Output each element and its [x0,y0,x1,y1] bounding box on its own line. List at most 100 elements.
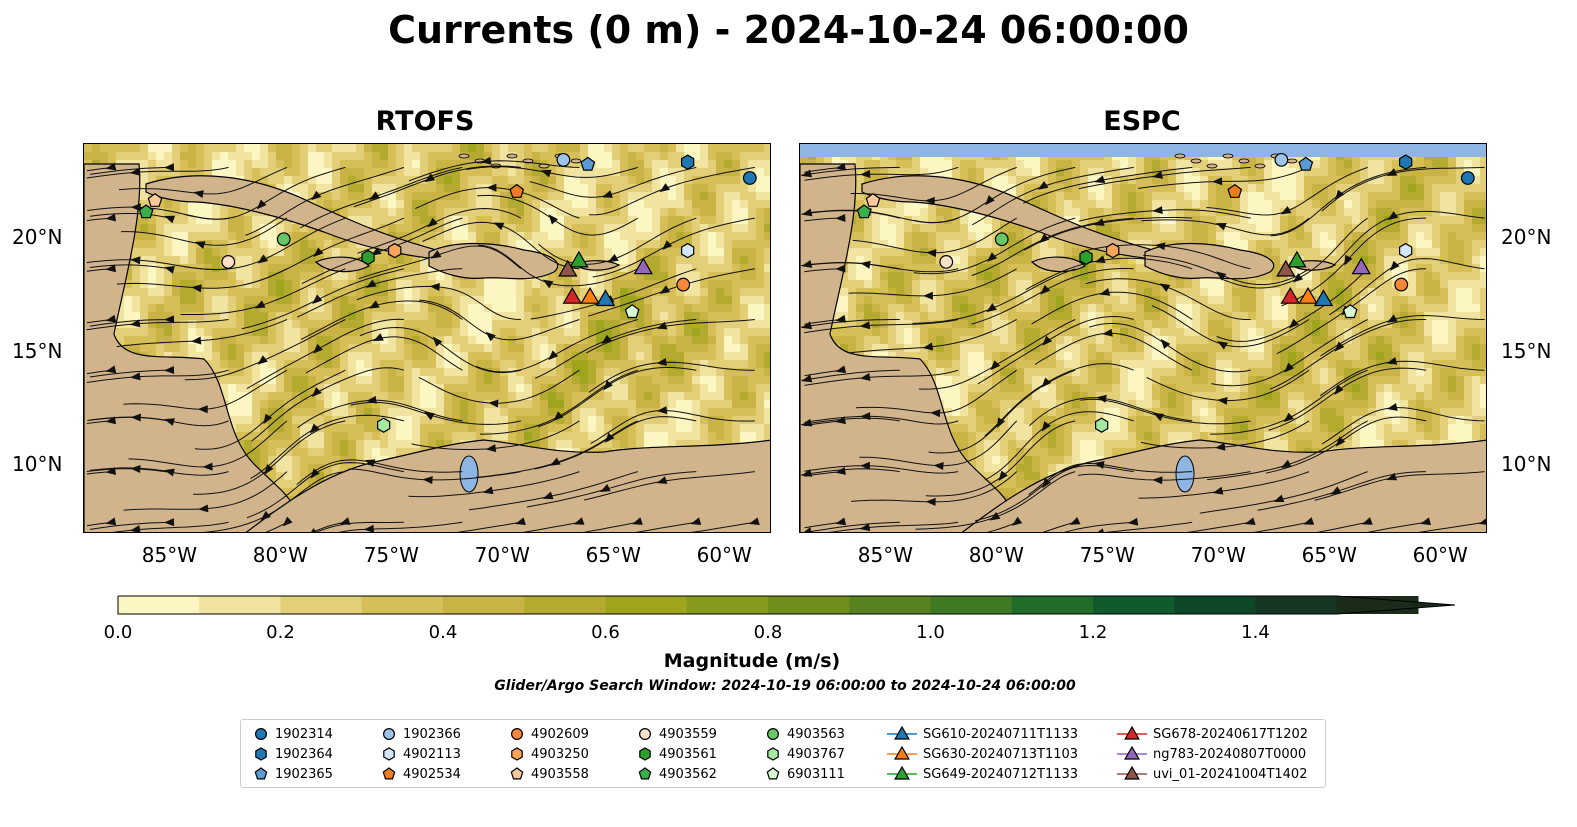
legend-label: uvi_01-20241004T1402 [1153,766,1308,782]
obs-marker-4903250 [1106,242,1120,259]
lon-tick-label: 60°W [1412,543,1468,567]
legend-item: 4903250 [509,745,589,763]
obs-marker-SG630-20240713T1103 [1298,286,1318,304]
legend-marker-pentagon-icon [638,767,652,780]
legend-marker-triangle-icon [894,765,910,780]
figure-title: Currents (0 m) - 2024-10-24 06:00:00 [388,8,1189,52]
legend-label: 1902366 [403,726,461,742]
legend-marker-hexagon-icon [639,747,651,761]
legend-marker-pentagon-icon [382,767,396,780]
obs-marker-4903250 [388,242,402,259]
obs-marker-SG610-20240711T1133 [1313,289,1334,307]
legend-item: 4903559 [637,725,717,743]
legend-marker-triangle-icon [1124,765,1140,780]
lon-tick-label: 70°W [474,543,530,567]
rtofs-current-map[interactable] [83,143,771,533]
legend-marker-hexagon-icon [255,747,267,761]
landmass [800,163,1486,532]
obs-marker-ng783-20240807T0000 [633,257,653,275]
legend-marker-pentagon-icon [510,767,524,780]
legend-item: uvi_01-20241004T1402 [1117,765,1307,783]
obs-marker-ng783-20240807T0000 [1351,257,1371,275]
legend-label: 4902609 [531,726,589,742]
legend-label: 4902113 [403,746,461,762]
obs-marker-4902609 [676,277,691,292]
legend-marker-circle-icon [382,727,396,741]
obs-marker-4903561 [1079,249,1093,266]
obs-marker-4903558 [147,192,163,207]
obs-marker-1902314 [742,171,757,185]
obs-marker-1902364 [1398,154,1413,170]
colorbar [117,595,1456,615]
legend-marker-circle-icon [510,727,524,741]
obs-marker-SG678-20240617T1202 [562,286,582,304]
legend-item: SG649-20240712T1133 [887,765,1078,783]
colorbar-tick-label: 0.2 [266,622,295,643]
obs-marker-1902365 [580,156,596,171]
legend-label: 4903559 [659,726,717,742]
colorbar-tick-label: 1.0 [916,622,945,643]
lat-tick-label: 15°N [1501,338,1552,363]
espc-current-map[interactable] [799,143,1487,533]
panel-title-espc: ESPC [1103,106,1181,137]
colorbar-tick-label: 1.4 [1241,622,1270,643]
legend-item: 4903767 [765,745,845,763]
legend-label: 4902534 [403,766,461,782]
lat-tick-label: 20°N [12,225,63,250]
panel-title-rtofs: RTOFS [375,106,475,137]
lon-tick-label: 80°W [252,543,308,567]
legend-label: 6903111 [787,766,845,782]
obs-marker-SG649-20240712T1133 [1287,250,1307,268]
obs-marker-4903559 [221,255,236,269]
obs-marker-1902366 [556,152,571,167]
obs-marker-4903767 [377,417,391,433]
obs-marker-4903767 [1095,417,1109,433]
obs-marker-4903562 [856,204,872,219]
legend-marker-hexagon-icon [383,747,395,761]
obs-marker-uvi_01-20241004T1402 [1276,259,1296,277]
lat-tick-label: 15°N [12,338,63,363]
legend-label: SG630-20240713T1103 [923,746,1079,762]
legend-item: 4903558 [509,765,589,783]
legend-marker-hexagon-icon [767,747,779,761]
legend-label: 4903250 [531,746,589,762]
lat-tick-label: 10°N [12,451,63,476]
obs-marker-4903561 [361,249,375,266]
lon-tick-label: 85°W [141,543,197,567]
obs-marker-4903558 [865,192,881,207]
legend-marker-triangle-icon [1124,745,1140,760]
legend-item: SG610-20240711T1133 [887,725,1078,743]
obs-marker-6903111 [624,304,640,319]
obs-marker-1902314 [1460,171,1475,185]
lon-tick-label: 75°W [363,543,419,567]
lat-tick-label: 10°N [1501,451,1552,476]
legend-item: SG678-20240617T1202 [1117,725,1308,743]
lon-tick-label: 60°W [696,543,752,567]
obs-marker-4903559 [939,255,954,269]
legend-item: 1902314 [253,725,333,743]
obs-marker-4903563 [276,232,291,247]
legend-label: SG649-20240712T1133 [923,766,1079,782]
search-window-note: Glider/Argo Search Window: 2024-10-19 06… [494,678,1076,694]
colorbar-label: Magnitude (m/s) [663,650,841,672]
lon-tick-label: 65°W [585,543,641,567]
legend-label: ng783-20240807T0000 [1153,746,1307,762]
obs-marker-1902364 [680,154,695,170]
legend-item: 1902365 [253,765,333,783]
obs-marker-4903563 [994,232,1009,247]
legend-item: 4903561 [637,745,717,763]
legend-label: 1902364 [275,746,333,762]
obs-marker-4902534 [509,183,525,198]
lon-tick-label: 80°W [968,543,1024,567]
legend-marker-pentagon-icon [766,767,780,780]
lon-tick-label: 85°W [857,543,913,567]
legend: 1902314 1902364 1902365 1902366 4902113 49025… [240,719,1326,788]
legend-label: 4903562 [659,766,717,782]
legend-label: SG610-20240711T1133 [923,726,1079,742]
obs-marker-4902113 [1398,242,1413,259]
legend-item: 6903111 [765,765,845,783]
legend-marker-triangle-icon [894,745,910,760]
legend-marker-triangle-icon [1124,725,1140,740]
obs-marker-4903562 [138,204,154,219]
legend-item: ng783-20240807T0000 [1117,745,1306,763]
